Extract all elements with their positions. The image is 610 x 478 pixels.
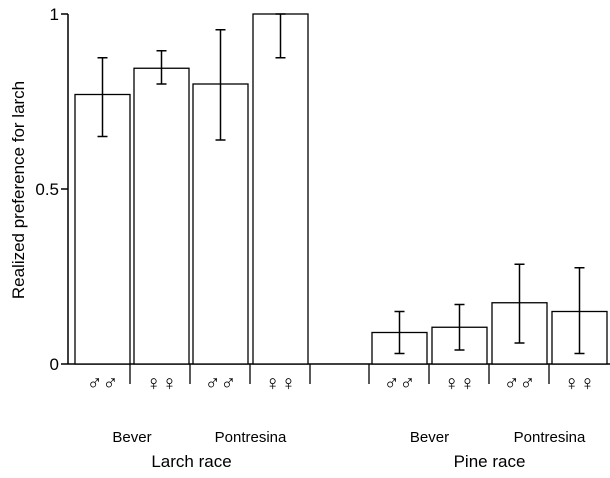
- x-category-label: ♀♀: [265, 372, 297, 395]
- bar: [74, 93, 131, 365]
- race-label: Pine race: [454, 452, 526, 471]
- bar: [252, 13, 309, 365]
- bar: [133, 67, 190, 365]
- plot-area: 0 0.5 1 ♂♂ ♀♀ ♂♂ ♀♀ ♂♂ ♀♀ ♂♂ ♀♀ Bever Pontresina Beve…: [35, 5, 610, 471]
- x-category-label: ♀♀: [564, 372, 596, 395]
- population-label: Bever: [410, 429, 449, 446]
- population-label: Pontresina: [215, 429, 287, 446]
- x-category-label: ♂♂: [384, 372, 416, 395]
- race-label: Larch race: [151, 452, 231, 471]
- population-label: Pontresina: [514, 429, 586, 446]
- x-category-label: ♂♂: [87, 372, 119, 395]
- y-tick-label: 1: [50, 5, 59, 24]
- x-category-label: ♂♂: [205, 372, 237, 395]
- y-tick-label: 0.5: [35, 180, 59, 199]
- y-axis-label: Realized preference for larch: [9, 81, 28, 299]
- y-tick-label: 0: [50, 355, 59, 374]
- x-category-label: ♀♀: [444, 372, 476, 395]
- x-category-label: ♂♂: [504, 372, 536, 395]
- population-label: Bever: [112, 429, 151, 446]
- x-category-label: ♀♀: [146, 372, 178, 395]
- y-axis-label-group: Realized preference for larch: [9, 81, 28, 299]
